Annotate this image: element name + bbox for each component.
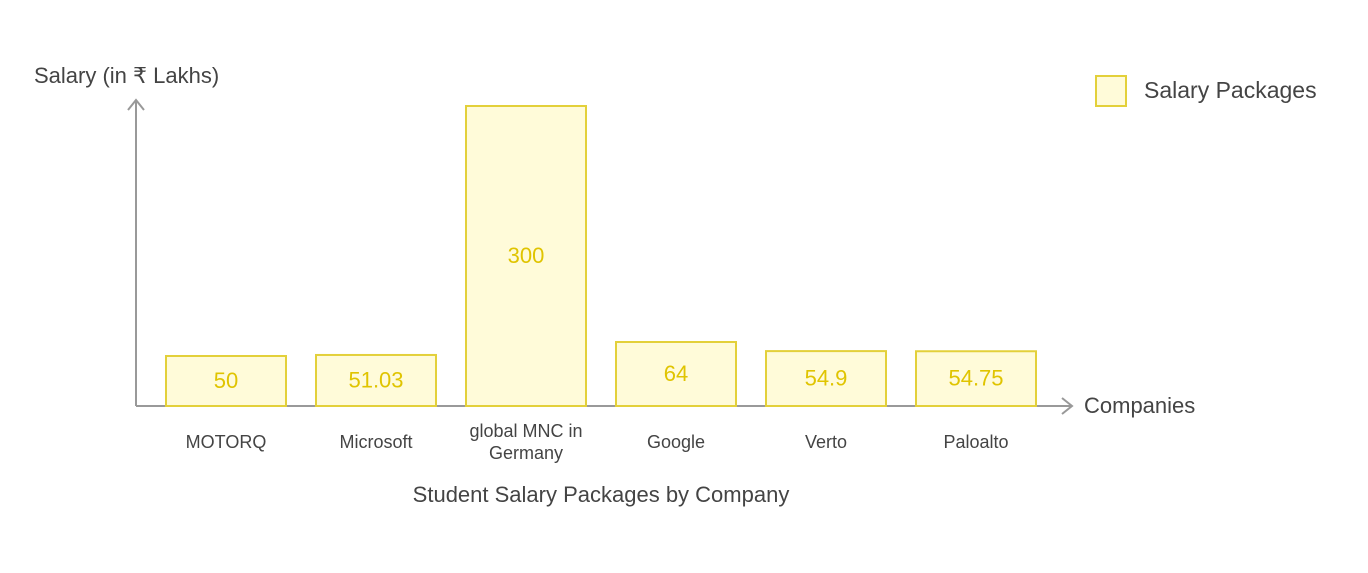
value-label: 51.03 [348, 367, 403, 392]
bar [765, 350, 887, 408]
y-axis-arrow [127, 98, 145, 111]
value-label: 50 [214, 368, 238, 393]
x-tick-label: Paloalto [943, 432, 1008, 452]
x-tick-label: Google [647, 432, 705, 452]
legend-swatch [1095, 75, 1127, 107]
y-axis-label: Salary (in ₹ Lakhs) [34, 63, 219, 88]
x-tick-label: Microsoft [339, 432, 412, 452]
x-axis-label: Companies [1084, 393, 1195, 418]
value-label: 54.9 [805, 365, 848, 390]
x-tick-label: global MNC in Germany [469, 421, 582, 463]
x-axis-arrow [1061, 397, 1074, 415]
bar [615, 341, 737, 407]
bar [165, 355, 287, 407]
bar [465, 105, 587, 407]
chart-title: Student Salary Packages by Company [413, 482, 790, 507]
x-tick-label: MOTORQ [186, 432, 267, 452]
bar [315, 353, 437, 407]
bar [915, 350, 1037, 407]
value-label: 54.75 [948, 365, 1003, 390]
value-label: 64 [664, 361, 688, 386]
value-label: 300 [508, 243, 545, 268]
x-tick-label: Verto [805, 432, 847, 452]
legend-label: Salary Packages [1144, 77, 1317, 103]
